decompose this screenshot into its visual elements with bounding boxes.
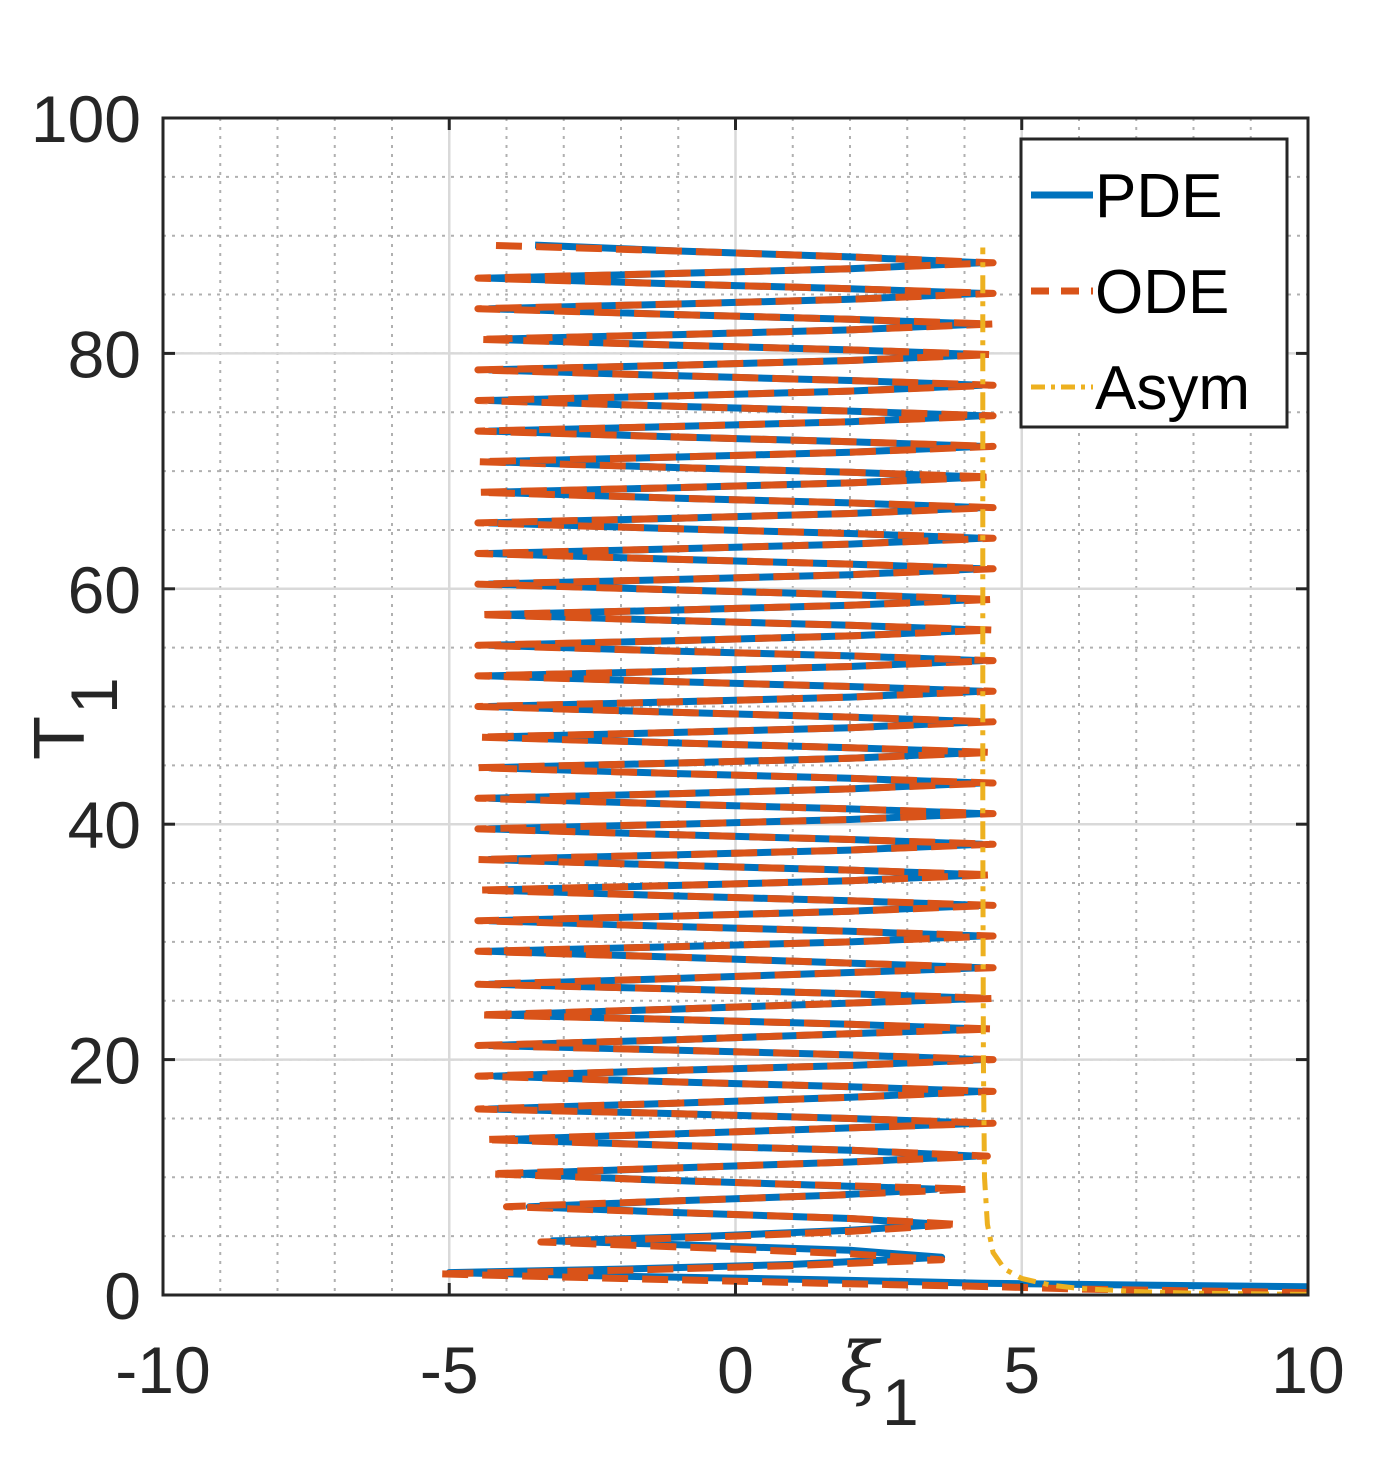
legend-label-pde: PDE [1095, 162, 1222, 231]
legend-box [1019, 137, 1289, 429]
x-tick-label: 10 [1271, 1333, 1344, 1407]
y-axis-label-subscript: 1 [57, 677, 131, 714]
x-tick-label: 0 [717, 1333, 754, 1407]
y-tick-label: 60 [68, 553, 141, 627]
legend: PDE ODE Asym [1019, 137, 1289, 429]
y-axis-label: T 1 [20, 677, 131, 760]
series-layer [434, 241, 1308, 1295]
ticks [161, 116, 1310, 1297]
x-axis-label-main: ξ [840, 1327, 882, 1409]
y-axis-label-main: T [20, 716, 100, 760]
series-ode-line [434, 241, 1308, 1295]
x-axis-label-subscript: 1 [882, 1365, 919, 1439]
plot-area [434, 241, 1308, 1295]
y-tick-label: 100 [31, 82, 141, 156]
x-axis-label: ξ [840, 1327, 882, 1409]
legend-label-ode: ODE [1095, 258, 1229, 327]
y-tick-label: 0 [104, 1259, 141, 1333]
legend-label-asym: Asym [1095, 354, 1250, 423]
y-tick-label: 20 [68, 1024, 141, 1098]
y-tick-label: 40 [68, 788, 141, 862]
y-tick-label: 80 [68, 317, 141, 391]
x-tick-label: 5 [1003, 1333, 1040, 1407]
x-tick-label: -5 [420, 1333, 479, 1407]
x-tick-label: -10 [115, 1333, 210, 1407]
series-asym-line [980, 247, 1308, 1295]
